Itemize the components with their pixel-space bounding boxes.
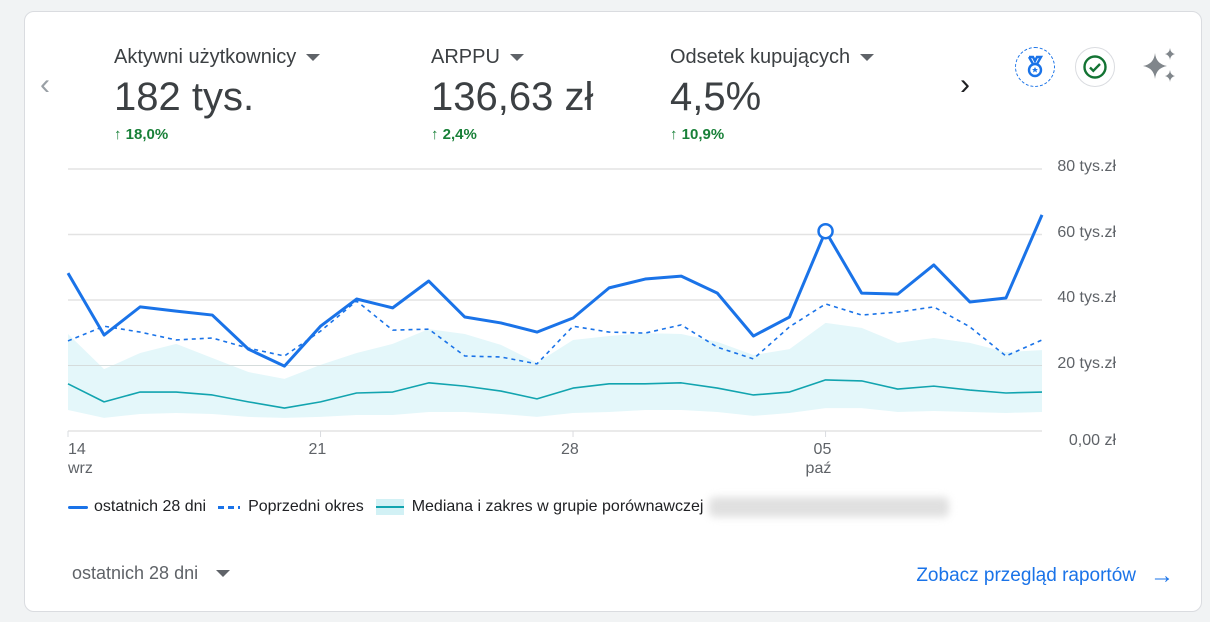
y-tick-label: 40 tys.zł — [1057, 289, 1116, 306]
arrow-up-icon: ↑ — [670, 126, 678, 143]
delta-value: 2,4% — [442, 126, 477, 143]
view-reports-link[interactable]: Zobacz przegląd raportów → — [916, 562, 1174, 590]
y-tick-label: 80 tys.zł — [1057, 158, 1116, 175]
legend-benchmark: Mediana i zakres w grupie porównawczej — [411, 498, 704, 515]
arrow-up-icon: ↑ — [431, 126, 439, 143]
status-check-button[interactable] — [1075, 47, 1115, 87]
caret-down-icon — [509, 54, 524, 61]
metric-purchaser-rate[interactable]: Odsetek kupujących 4,5% ↑ 10,9% — [670, 46, 875, 143]
metric-delta: ↑ 2,4% — [431, 126, 593, 143]
metric-label: Aktywni użytkownicy — [114, 46, 297, 68]
metric-arppu[interactable]: ARPPU 136,63 zł ↑ 2,4% — [431, 46, 593, 143]
y-tick-label: 60 tys.zł — [1057, 223, 1116, 241]
insights-sparkle-button[interactable] — [1141, 47, 1179, 90]
medal-icon — [1027, 55, 1044, 78]
metric-label: Odsetek kupujących — [670, 46, 851, 68]
arrow-up-icon: ↑ — [114, 126, 122, 143]
date-range-dropdown[interactable]: ostatnich 28 dni — [72, 563, 231, 584]
metric-value: 136,63 zł — [431, 75, 594, 119]
median-line — [67, 379, 1043, 409]
sparkle-icon — [1143, 48, 1175, 82]
x-tick-label: 28 — [561, 441, 579, 458]
date-range-label: ostatnich 28 dni — [72, 563, 199, 583]
metric-dropdown[interactable]: Odsetek kupujących — [670, 46, 875, 69]
current-period-line — [66, 214, 1044, 368]
redacted-text — [709, 497, 950, 517]
previous-metrics-button[interactable]: ‹ — [40, 68, 50, 101]
metric-value: 4,5% — [670, 75, 762, 119]
metric-active-users[interactable]: Aktywni użytkownicy 182 tys. ↑ 18,0% — [114, 46, 321, 143]
range-swatch-icon — [375, 499, 404, 515]
metric-delta: ↑ 10,9% — [670, 126, 874, 143]
dashed-line-swatch-icon — [218, 505, 241, 509]
overview-card — [24, 11, 1202, 612]
caret-down-icon — [860, 54, 875, 61]
caret-down-icon — [216, 570, 231, 577]
x-tick-label: 05 paź — [805, 441, 832, 477]
delta-value: 18,0% — [125, 126, 169, 143]
x-tick-label: 14 wrz — [68, 441, 93, 477]
benchmark-medal-button[interactable] — [1015, 47, 1055, 87]
check-circle-icon — [1083, 55, 1107, 79]
x-tick-label: 21 — [308, 441, 327, 458]
y-tick-label: 20 tys.zł — [1057, 354, 1116, 372]
metric-delta: ↑ 18,0% — [114, 126, 320, 143]
view-reports-label: Zobacz przegląd raportów — [916, 565, 1136, 586]
legend-previous: Poprzedni okres — [248, 498, 364, 515]
y-tick-label: 0,00 zł — [1068, 432, 1116, 449]
delta-value: 10,9% — [681, 126, 725, 143]
metric-label: ARPPU — [431, 46, 500, 68]
highlight-point — [817, 222, 834, 240]
solid-line-swatch-icon — [68, 505, 88, 509]
chart-legend: ostatnich 28 dni Poprzedni okres Mediana… — [68, 497, 950, 517]
next-metrics-button[interactable]: › — [960, 68, 970, 101]
metric-value: 182 tys. — [114, 75, 255, 119]
metric-dropdown[interactable]: Aktywni użytkownicy — [114, 46, 321, 69]
caret-down-icon — [306, 54, 321, 61]
arrow-right-icon: → — [1150, 562, 1174, 589]
metric-dropdown[interactable]: ARPPU — [431, 46, 593, 69]
legend-current: ostatnich 28 dni — [94, 498, 207, 515]
benchmark-range-area — [68, 322, 1042, 418]
